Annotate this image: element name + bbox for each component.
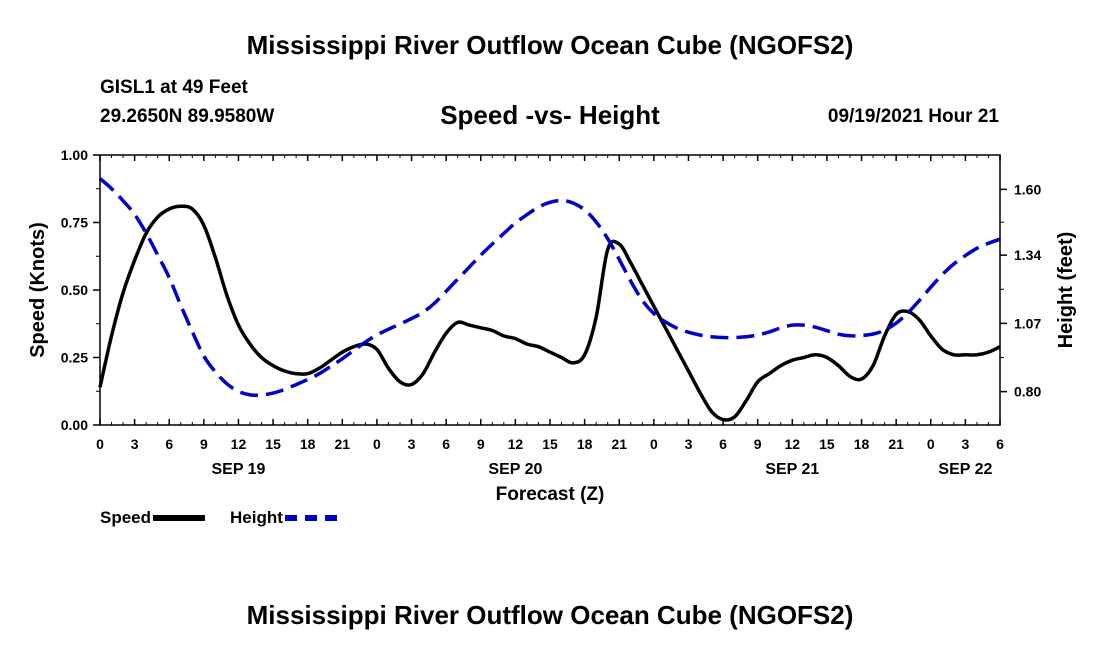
x-tick-label: 3	[408, 436, 416, 452]
x-tick-label: 6	[719, 436, 727, 452]
plot-area-frame	[99, 154, 1001, 426]
x-tick-label: 21	[888, 436, 904, 452]
y-tick-label: 1.00	[61, 147, 88, 163]
x-tick-label: 0	[373, 436, 381, 452]
legend-speed: Speed	[100, 508, 206, 528]
x-tick-label: 3	[961, 436, 969, 452]
legend-height-swatch	[284, 515, 337, 521]
x-tick-label: 15	[819, 436, 835, 452]
x-tick-label: 0	[927, 436, 935, 452]
x-tick-label: 9	[200, 436, 208, 452]
x-tick-label: 15	[542, 436, 558, 452]
legend-speed-label: Speed	[100, 508, 152, 527]
x-axis-label: Forecast (Z)	[496, 484, 605, 505]
x-tick-label: 9	[477, 436, 485, 452]
forecast-datetime: 09/19/2021 Hour 21	[827, 106, 999, 127]
y2-tick-label: 1.34	[1014, 247, 1041, 263]
station-coordinates: 29.2650N 89.9580W	[100, 106, 275, 127]
chart-subtitle: Speed -vs- Height	[440, 100, 660, 130]
y2-tick-label: 1.07	[1014, 315, 1041, 331]
x-tick-label: 18	[854, 436, 870, 452]
x-tick-label: 9	[754, 436, 762, 452]
x-tick-label: 0	[650, 436, 658, 452]
x-date-label: SEP 20	[488, 461, 542, 478]
x-tick-label: 21	[611, 436, 627, 452]
y2-tick-label: 0.80	[1014, 384, 1041, 400]
y2-tick-label: 1.60	[1014, 181, 1041, 197]
y-axis-label: Speed (Knots)	[27, 222, 49, 358]
footer-title: Mississippi River Outflow Ocean Cube (NG…	[246, 600, 854, 630]
legend-speed-swatch	[153, 515, 206, 521]
x-tick-label: 3	[685, 436, 693, 452]
x-tick-label: 12	[508, 436, 524, 452]
x-tick-label: 12	[231, 436, 247, 452]
station-label: GISL1 at 49 Feet	[100, 77, 248, 98]
x-date-label: SEP 19	[211, 461, 265, 478]
legend-height-label: Height	[230, 508, 283, 527]
x-tick-label: 12	[785, 436, 801, 452]
x-tick-label: 6	[165, 436, 173, 452]
chart-title: Mississippi River Outflow Ocean Cube (NG…	[246, 30, 854, 60]
speed-series-line	[98, 204, 1001, 422]
y-tick-label: 0.00	[61, 417, 88, 433]
x-tick-label: 0	[96, 436, 104, 452]
y2-axis-label: Height (feet)	[1055, 232, 1077, 349]
y-tick-label: 0.25	[61, 350, 88, 366]
x-date-label: SEP 21	[765, 461, 819, 478]
x-tick-label: 6	[442, 436, 450, 452]
x-date-label: SEP 22	[938, 461, 992, 478]
x-tick-label: 21	[335, 436, 351, 452]
x-tick-label: 6	[996, 436, 1004, 452]
y-tick-label: 0.50	[61, 282, 88, 298]
y-tick-label: 0.75	[61, 215, 88, 231]
height-series-line	[98, 177, 1001, 397]
x-tick-label: 15	[265, 436, 281, 452]
legend-height: Height	[230, 508, 337, 528]
x-tick-label: 18	[300, 436, 316, 452]
x-tick-label: 3	[131, 436, 139, 452]
x-tick-label: 18	[577, 436, 593, 452]
